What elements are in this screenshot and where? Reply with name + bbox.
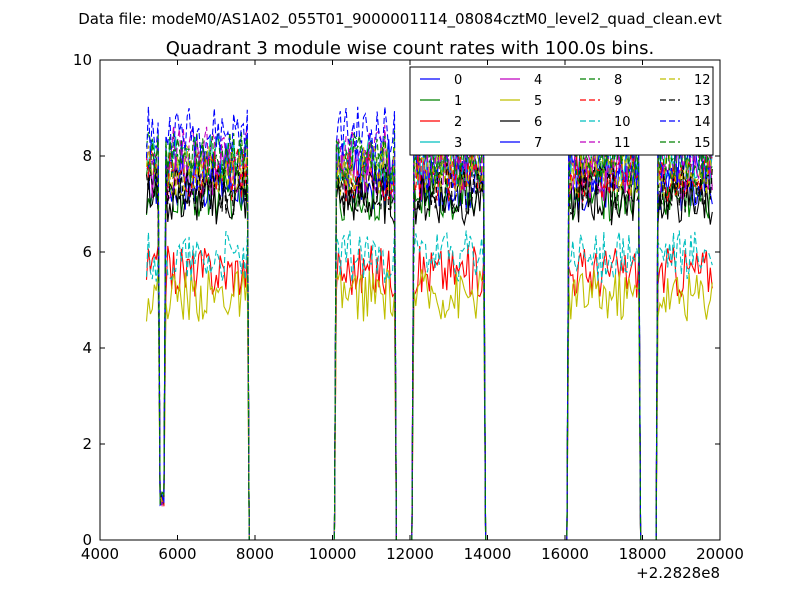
legend-label-2: 2 bbox=[454, 115, 462, 130]
series-line-2 bbox=[145, 245, 713, 541]
legend-label-10: 10 bbox=[614, 115, 631, 130]
legend-label-15: 15 bbox=[694, 136, 711, 151]
series-line-13 bbox=[145, 163, 713, 541]
legend-label-9: 9 bbox=[614, 94, 622, 109]
legend-label-4: 4 bbox=[534, 73, 542, 88]
legend-label-14: 14 bbox=[694, 115, 711, 130]
ticks-layer: 4000 6000 8000 10000 12000 14000 16000 18000 200… bbox=[73, 51, 744, 563]
legend-label-13: 13 bbox=[694, 94, 711, 109]
series-line-5 bbox=[145, 268, 713, 541]
legend-label-1: 1 bbox=[454, 94, 462, 109]
legend-label-5: 5 bbox=[534, 94, 542, 109]
series-line-12 bbox=[145, 142, 713, 541]
legend-label-7: 7 bbox=[534, 136, 542, 151]
legend-box bbox=[409, 66, 714, 156]
legend-label-12: 12 bbox=[694, 73, 711, 88]
y-tick-label: 4 bbox=[82, 339, 92, 357]
legend-label-6: 6 bbox=[534, 115, 542, 130]
y-tick-label: 6 bbox=[82, 243, 92, 261]
x-offset-label: +2.2828e8 bbox=[636, 564, 720, 582]
series-layer bbox=[145, 105, 713, 541]
y-tick-label: 10 bbox=[73, 51, 92, 69]
x-tick-label: 20000 bbox=[696, 545, 744, 563]
legend-label-3: 3 bbox=[454, 136, 462, 151]
x-tick-label: 12000 bbox=[386, 545, 434, 563]
x-tick-label: 8000 bbox=[236, 545, 274, 563]
series-line-10 bbox=[145, 230, 713, 541]
series-line-1 bbox=[145, 167, 713, 541]
x-tick-label: 6000 bbox=[158, 545, 196, 563]
y-tick-label: 0 bbox=[82, 531, 92, 549]
x-tick-label: 18000 bbox=[619, 545, 667, 563]
legend-label-8: 8 bbox=[614, 73, 622, 88]
legend-label-11: 11 bbox=[614, 136, 631, 151]
x-tick-label: 16000 bbox=[541, 545, 589, 563]
x-tick-label: 10000 bbox=[309, 545, 357, 563]
chart-title: Quadrant 3 module wise count rates with … bbox=[166, 38, 655, 59]
y-tick-label: 8 bbox=[82, 147, 92, 165]
y-tick-label: 2 bbox=[82, 435, 92, 453]
series-line-9 bbox=[145, 148, 713, 541]
legend-label-0: 0 bbox=[454, 73, 462, 88]
x-tick-label: 14000 bbox=[464, 545, 512, 563]
chart-suptitle: Data file: modeM0/AS1A02_055T01_90000011… bbox=[78, 10, 722, 29]
series-line-6 bbox=[145, 171, 713, 541]
x-tick-label: 4000 bbox=[81, 545, 119, 563]
